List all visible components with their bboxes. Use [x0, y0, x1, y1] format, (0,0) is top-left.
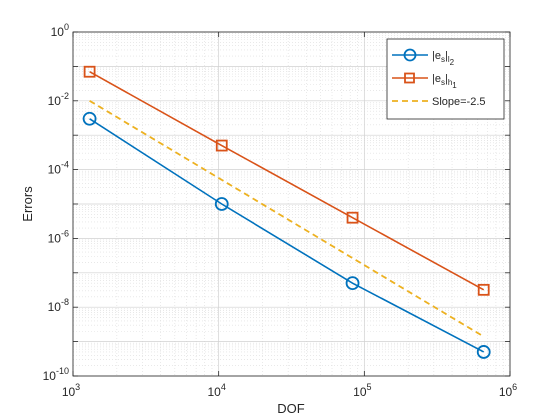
legend-subsubscript: 2 — [450, 58, 455, 67]
legend-mid: | — [445, 73, 448, 85]
legend-subscript: h — [448, 78, 452, 87]
y-tick-base: 10 — [48, 163, 62, 177]
x-axis-title: DOF — [277, 401, 305, 416]
legend-main: |e — [432, 73, 441, 85]
data-point-circle — [345, 276, 360, 291]
tick-marks — [72, 31, 511, 377]
data-point-circle — [82, 111, 97, 126]
legend-label: |es|h1 — [432, 73, 457, 90]
legend-marker-circle — [403, 48, 417, 62]
x-tick-label: 106 — [499, 382, 517, 399]
x-tick-label: 105 — [353, 382, 371, 399]
legend-label: Slope=-2.5 — [432, 96, 486, 108]
legend-main: |e — [432, 50, 441, 62]
y-tick-base: 10 — [43, 369, 57, 383]
y-tick-label: 10-6 — [48, 228, 69, 245]
legend-label: |es|l2 — [432, 50, 455, 67]
x-tick-label: 104 — [207, 382, 225, 399]
x-tick-exponent: 4 — [221, 382, 226, 392]
y-tick-exponent: -6 — [61, 228, 69, 238]
y-tick-base: 10 — [48, 300, 62, 314]
x-tick-base: 10 — [353, 385, 367, 399]
x-tick-labels: 103 104 105 106 — [62, 382, 517, 399]
series-1 — [82, 111, 491, 359]
y-tick-exponent: -10 — [56, 366, 69, 376]
series-3 — [89, 100, 485, 338]
y-tick-label: 10-4 — [48, 160, 69, 177]
x-tick-label: 103 — [62, 382, 80, 399]
y-tick-label: 100 — [51, 22, 69, 39]
series-line — [89, 118, 485, 353]
x-tick-exponent: 3 — [75, 382, 80, 392]
data-point-circle — [214, 197, 229, 211]
legend-subscript: l — [448, 55, 450, 64]
y-tick-exponent: 0 — [64, 22, 69, 32]
data-point-square — [215, 139, 228, 152]
legend-subscript: s — [441, 55, 445, 64]
series-line — [89, 100, 485, 338]
y-tick-exponent: -4 — [61, 160, 69, 170]
legend-main: Slope=-2.5 — [432, 96, 486, 108]
legend-subscript: s — [441, 78, 445, 87]
y-tick-base: 10 — [48, 94, 62, 108]
data-point-square — [346, 211, 359, 224]
y-tick-label: 10-10 — [43, 366, 69, 383]
x-tick-base: 10 — [499, 385, 513, 399]
y-tick-base: 10 — [48, 231, 62, 245]
legend-subsubscript: 1 — [452, 81, 457, 90]
series-2 — [83, 65, 490, 296]
x-tick-exponent: 5 — [367, 382, 372, 392]
y-tick-label: 10-2 — [48, 91, 69, 108]
y-axis-title: Errors — [20, 186, 35, 222]
legend-marker-square — [404, 72, 415, 84]
series-line — [89, 71, 485, 291]
data-point-square — [477, 283, 490, 296]
grid-lines — [72, 31, 511, 377]
y-tick-exponent: -2 — [61, 91, 69, 101]
x-tick-base: 10 — [62, 385, 76, 399]
y-tick-exponent: -8 — [61, 297, 69, 307]
data-point-circle — [476, 345, 491, 359]
legend-box — [386, 38, 505, 120]
series-layer — [82, 65, 491, 359]
legend-mid: | — [445, 50, 448, 62]
x-tick-base: 10 — [207, 385, 221, 399]
data-point-square — [83, 65, 96, 78]
y-tick-label: 10-8 — [48, 297, 69, 314]
x-tick-exponent: 6 — [512, 382, 517, 392]
y-tick-base: 10 — [51, 25, 65, 39]
